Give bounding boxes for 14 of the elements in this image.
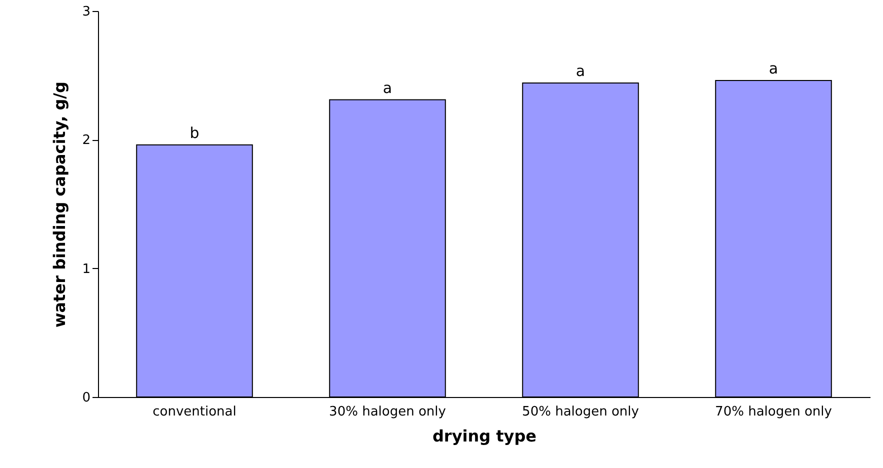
annotation: a (768, 59, 778, 78)
annotation: b (190, 124, 200, 142)
y-tick-label: 0 (82, 390, 90, 406)
y-tick-label: 1 (82, 262, 90, 277)
annotation: a (382, 78, 392, 97)
x-tick-label: 50% halogen only (522, 404, 640, 420)
x-tick-label: conventional (152, 404, 236, 420)
x-tick-label: 30% halogen only (329, 404, 446, 420)
x-tick-label: 70% halogen only (715, 404, 832, 420)
x-axis-title: drying type (432, 426, 537, 446)
y-tick-label: 3 (82, 4, 90, 20)
annotation: a (576, 62, 586, 80)
y-axis-title: water binding capacity, g/g (50, 82, 70, 328)
y-tick-label: 2 (82, 133, 90, 148)
